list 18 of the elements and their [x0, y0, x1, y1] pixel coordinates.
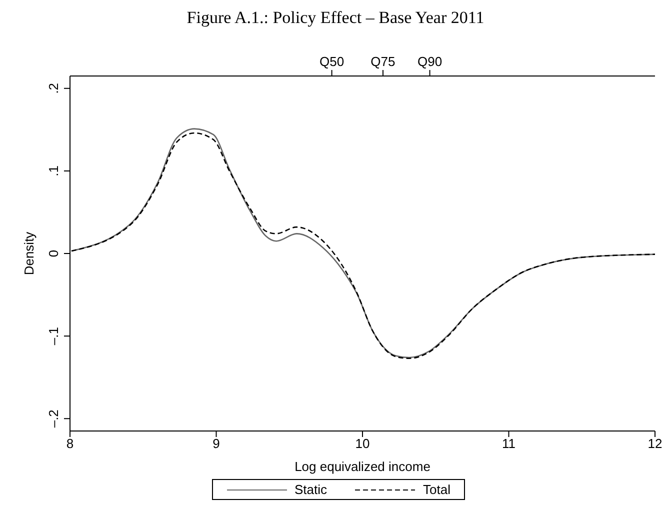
ref-line-label: Q90	[417, 54, 442, 69]
ref-line-label: Q50	[320, 54, 344, 69]
y-axis-title: Density	[22, 231, 37, 276]
x-tick-label: 12	[648, 436, 662, 452]
x-tick-label: 10	[355, 436, 370, 452]
x-tick-label: 11	[502, 436, 516, 452]
y-tick-label: –.2	[46, 410, 61, 428]
y-tick-label: –.1	[46, 327, 61, 346]
chart-title: Figure A.1.: Policy Effect – Base Year 2011	[186, 8, 486, 28]
y-tick-label: .1	[46, 166, 61, 176]
legend-label: Total	[422, 482, 450, 497]
y-tick-label: .2	[46, 82, 61, 94]
x-axis-title: Log equivalized income	[294, 459, 430, 474]
y-tick-label: 0	[46, 250, 61, 258]
x-tick-label: 9	[212, 436, 220, 452]
ref-line-label: Q75	[370, 54, 396, 69]
x-tick-label: 8	[66, 436, 74, 452]
legend-label: Static	[294, 482, 328, 497]
